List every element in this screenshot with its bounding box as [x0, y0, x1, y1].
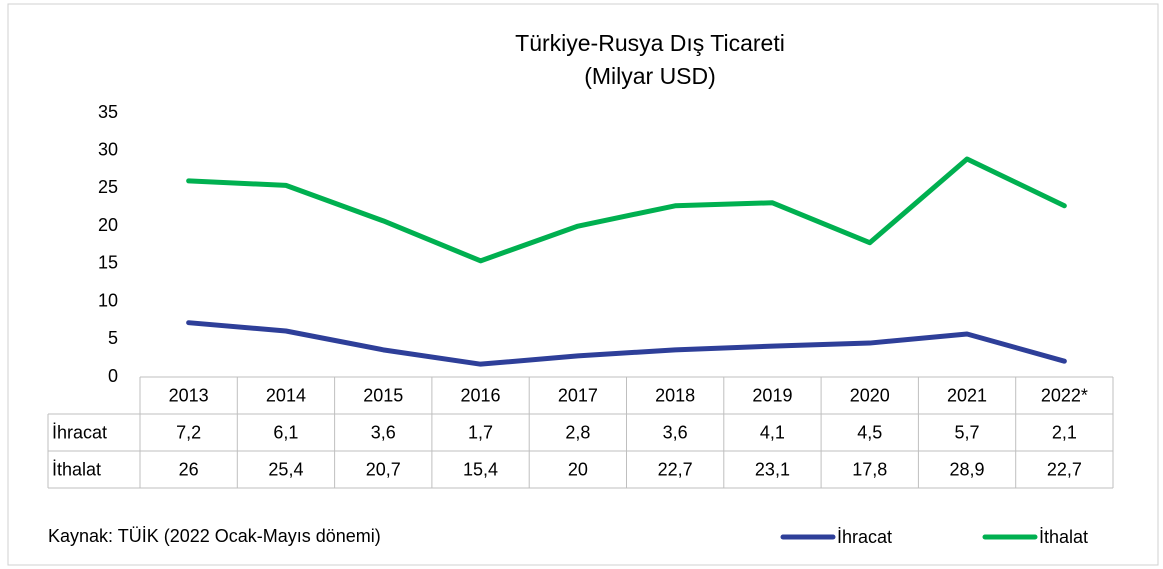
- legend-label: İhracat: [837, 527, 892, 547]
- y-tick-label: 5: [108, 328, 118, 348]
- table-cell: 17,8: [852, 459, 887, 479]
- table-cell: 6,1: [273, 422, 298, 442]
- table-cell: 28,9: [950, 459, 985, 479]
- chart-title: Türkiye-Rusya Dış Ticareti: [515, 30, 785, 56]
- table-cell: 22,7: [1047, 459, 1082, 479]
- table-cell: 25,4: [268, 459, 303, 479]
- table-cell: 22,7: [658, 459, 693, 479]
- table-cell: 5,7: [955, 422, 980, 442]
- y-tick-label: 25: [98, 177, 118, 197]
- x-tick-label: 2021: [947, 385, 987, 405]
- x-tick-label: 2022*: [1041, 385, 1088, 405]
- table-row-header: İthalat: [52, 459, 101, 479]
- frame: [7, 3, 1159, 566]
- legend-label: İthalat: [1039, 527, 1088, 547]
- table-cell: 4,1: [760, 422, 785, 442]
- data-line: [186, 320, 1067, 367]
- table-cell: 23,1: [755, 459, 790, 479]
- table-cell: 2,8: [565, 422, 590, 442]
- y-tick-label: 35: [98, 102, 118, 122]
- source-note: Kaynak: TÜİK (2022 Ocak-Mayıs dönemi): [48, 526, 381, 546]
- table-cell: 1,7: [468, 422, 493, 442]
- x-tick-label: 2019: [752, 385, 792, 405]
- table-cell: 4,5: [857, 422, 882, 442]
- y-tick-label: 15: [98, 253, 118, 273]
- x-tick-label: 2013: [169, 385, 209, 405]
- table-cell: 15,4: [463, 459, 498, 479]
- table-cell: 3,6: [663, 422, 688, 442]
- table-cell: 7,2: [176, 422, 201, 442]
- y-tick-label: 0: [108, 366, 118, 386]
- x-tick-label: 2020: [850, 385, 890, 405]
- x-tick-label: 2017: [558, 385, 598, 405]
- chart-subtitle: (Milyar USD): [584, 63, 716, 89]
- table-cell: 26: [179, 459, 199, 479]
- data-line: [186, 156, 1067, 264]
- y-tick-label: 20: [98, 215, 118, 235]
- x-tick-label: 2014: [266, 385, 306, 405]
- table-cell: 3,6: [371, 422, 396, 442]
- table-cell: 20: [568, 459, 588, 479]
- y-tick-label: 30: [98, 139, 118, 159]
- y-tick-label: 10: [98, 290, 118, 310]
- x-tick-label: 2016: [461, 385, 501, 405]
- table-cell: 20,7: [366, 459, 401, 479]
- table-row-header: İhracat: [52, 422, 107, 442]
- table-cell: 2,1: [1052, 422, 1077, 442]
- x-tick-label: 2018: [655, 385, 695, 405]
- x-tick-label: 2015: [363, 385, 403, 405]
